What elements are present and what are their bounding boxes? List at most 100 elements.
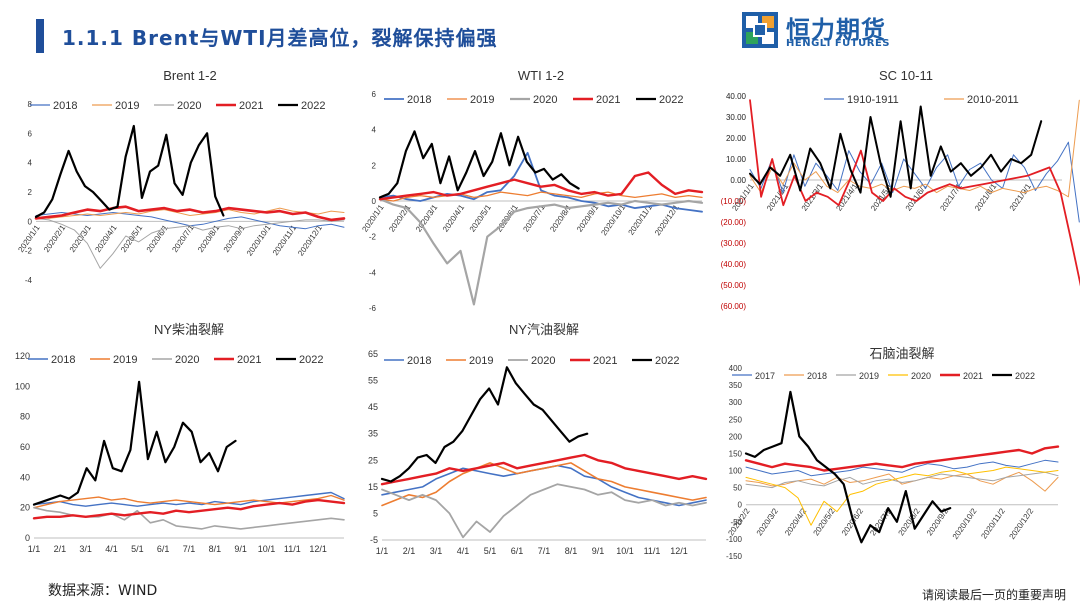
page-title: 1.1.1 Brent与WTI月差高位，裂解保持偏强 (62, 26, 498, 50)
series-line-2022 (380, 366, 589, 483)
x-tick-label: 2020/3/1 (68, 223, 94, 254)
x-tick-label: 9/1 (592, 546, 605, 556)
x-tick-label: 10/1 (258, 544, 276, 554)
legend-label: 2019 (469, 355, 493, 367)
y-tick-label: 100 (729, 467, 743, 476)
x-tick-label: 5/1 (484, 546, 497, 556)
chart-title: SC 10-11 (879, 68, 933, 83)
y-tick-label: 350 (729, 381, 743, 390)
x-tick-label: 1/1 (376, 546, 389, 556)
ny-diesel-svg: NY柴油裂解 0 20 40 60 80 100 120 1/1 2/1 3/1 4/1 5/1 6/1 7… (15, 322, 346, 554)
x-tick-label: 8/1 (209, 544, 222, 554)
y-tick-label: -50 (730, 518, 742, 527)
series-line-3-4red (749, 99, 1080, 287)
y-tick-label: 40 (20, 472, 30, 482)
legend-label: 2018 (807, 371, 827, 381)
x-tick-label: 2020/1/1 (360, 203, 386, 234)
legend-bg (820, 93, 934, 105)
y-tick-label: 6 (28, 129, 33, 138)
legend-label: 2021 (963, 371, 983, 381)
series-line-1910-1911 (749, 141, 1080, 223)
series-line-2018 (33, 491, 345, 507)
y-tick-label: 120 (15, 351, 30, 361)
legend-label: 2019 (115, 100, 139, 112)
y-tick-label: 2 (372, 161, 377, 170)
y-tick-label: -2 (369, 233, 377, 242)
series-line-2020 (378, 198, 704, 306)
series-line-2018 (381, 464, 707, 507)
series-line-2020 (33, 506, 345, 530)
chart-naphtha-crack: 石脑油裂解 -150 -100 -50 0 50 100 150 200 250 300 350 400… (712, 318, 1072, 580)
y-tick-label: 50 (733, 484, 742, 493)
chart-title: 石脑油裂解 (869, 346, 934, 361)
x-tick-label: 2020/10/2 (951, 506, 979, 541)
x-tick-label: 2020/11/1 (271, 223, 299, 257)
y-tick-label: 30.00 (726, 113, 747, 122)
x-tick-label: 8/1 (565, 546, 578, 556)
logo-text-en: HENGLI FUTURES (786, 38, 890, 49)
legend-label: 2019 (113, 354, 137, 366)
y-tick-label: -150 (726, 552, 743, 561)
legend-label: 2022 (659, 94, 683, 106)
legend-label: 2022 (301, 100, 325, 112)
x-tick-label: 11/1 (284, 544, 301, 554)
legend-label: 2021 (239, 100, 263, 112)
x-tick-label: 10/1 (616, 546, 634, 556)
legend-label: 2020 (911, 371, 931, 381)
logo-mark-icon (742, 12, 778, 48)
x-tick-label: 2020/8/1 (196, 223, 222, 254)
series-line-2017 (745, 459, 1059, 477)
naphtha-svg: 石脑油裂解 -150 -100 -50 0 50 100 150 200 250 300 350 400… (726, 346, 1060, 561)
legend-label: 2021 (237, 354, 261, 366)
x-tick-label: 2020/10/1 (245, 223, 273, 258)
y-tick-label: 10.00 (726, 155, 747, 164)
y-tick-label: 0.00 (730, 176, 746, 185)
series-line-2021 (378, 171, 704, 201)
chart-brent-spread: Brent 1-2 -4 -2 0 2 4 6 8 2020/1/1 2020/2/1 2020/3… (0, 64, 356, 318)
y-tick-label: 400 (729, 364, 743, 373)
legend-label: 2010-2011 (967, 94, 1019, 106)
ny-gasoline-svg: NY汽油裂解 -5 5 15 25 35 45 55 65 1/1 2/1 3/1 4/1 5/1 6/1 7… (368, 322, 708, 556)
series-line-2020 (35, 217, 345, 269)
legend-bg (940, 93, 1054, 105)
disclaimer-text: 请阅读最后一页的重要声明 (921, 588, 1066, 602)
series-line-2022 (32, 380, 237, 506)
x-tick-label: 11/1 (644, 546, 661, 556)
legend-label: 2019 (859, 371, 879, 381)
y-tick-label: 80 (20, 412, 30, 422)
y-tick-label: 0 (25, 533, 30, 543)
series-line-2019 (381, 462, 707, 507)
y-tick-label: (10.00) (721, 197, 747, 206)
series-line-2022 (744, 390, 952, 544)
y-tick-label: 300 (729, 398, 743, 407)
chart-ny-diesel-crack: NY柴油裂解 0 20 40 60 80 100 120 1/1 2/1 3/1 4/1 5/1 6/1 7… (0, 318, 356, 570)
y-tick-label: 45 (368, 402, 378, 412)
x-tick-label: 2020/5/2 (811, 506, 837, 537)
y-tick-label: (50.00) (721, 281, 747, 290)
company-logo: 恒力期货 HENGLI FUTURES (742, 10, 912, 50)
series-line-2021 (34, 205, 346, 222)
header-accent-bar (36, 19, 44, 53)
logo-text-cn: 恒力期货 (786, 16, 886, 44)
legend-label: 2020 (533, 94, 557, 106)
y-tick-label: 250 (729, 415, 743, 424)
x-tick-label: 2020/6/1 (145, 223, 171, 254)
y-tick-label: 35 (368, 429, 378, 439)
series-line-2010-2011 (749, 99, 1080, 198)
legend-label: 2022 (299, 354, 323, 366)
x-tick-label: 2020/9/2 (925, 506, 951, 537)
x-tick-label: 4/1 (457, 546, 470, 556)
x-tick-label: 2021/9/1 (1008, 182, 1034, 213)
chart-ny-gasoline-crack: NY汽油裂解 -5 5 15 25 35 45 55 65 1/1 2/1 3/1 4/1 5/1 6/1 7… (356, 318, 712, 570)
x-tick-label: 6/1 (511, 546, 524, 556)
series-line-2021black (749, 105, 1043, 198)
series-line-2021 (32, 498, 346, 520)
y-tick-label: (20.00) (721, 218, 747, 227)
y-tick-label: 40.00 (726, 92, 747, 101)
legend-label: 2021 (596, 94, 620, 106)
x-tick-label: 2020/5/1 (468, 203, 494, 234)
series-line-2019 (33, 494, 345, 509)
y-tick-label: 15 (368, 482, 378, 492)
legend-label: 2020 (531, 355, 555, 367)
y-tick-label: 0 (738, 501, 743, 510)
